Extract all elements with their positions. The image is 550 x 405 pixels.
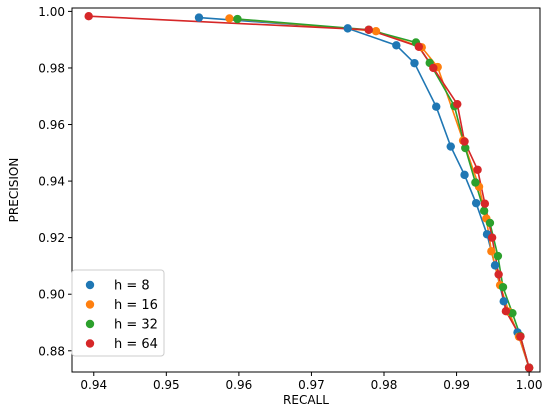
data-point [371, 26, 381, 36]
data-point [233, 14, 242, 24]
y-tick-label: 1.00 [38, 5, 65, 19]
data-point [225, 14, 234, 23]
series-points [84, 12, 534, 372]
data-point [429, 63, 438, 73]
data-point [524, 363, 534, 372]
x-tick-label: 0.99 [443, 378, 470, 392]
data-point [490, 261, 500, 270]
data-point [446, 142, 455, 151]
x-tick-label: 0.96 [226, 378, 253, 392]
data-point [414, 42, 424, 51]
data-point [471, 198, 481, 208]
legend: h = 8 h = 16 h = 32 h = 64 [71, 269, 165, 357]
data-point [493, 251, 503, 261]
data-point [84, 12, 93, 21]
y-tick-label: 0.90 [38, 288, 65, 302]
legend-label: h = 16 [114, 298, 158, 313]
x-tick-label: 0.94 [80, 378, 107, 392]
legend-marker [85, 339, 95, 348]
data-point [460, 137, 469, 146]
legend-marker [85, 319, 95, 329]
data-point [364, 25, 373, 34]
series-line [198, 16, 530, 369]
data-point [480, 199, 490, 208]
data-point [194, 13, 204, 22]
x-tick-label: 0.95 [153, 378, 180, 392]
data-point [479, 206, 489, 215]
plot-frame [71, 7, 541, 373]
y-tick-label: 0.92 [38, 231, 65, 245]
data-point [501, 306, 511, 316]
legend-marker [85, 280, 95, 290]
x-tick-label: 1.00 [516, 378, 543, 392]
data-point [508, 308, 517, 318]
legend-label: h = 64 [114, 337, 158, 352]
legend-box [71, 269, 165, 357]
y-tick-label: 0.94 [38, 175, 65, 189]
legend-label: h = 32 [114, 318, 158, 333]
data-point [485, 218, 495, 228]
data-point [343, 24, 352, 33]
data-point [471, 178, 480, 187]
y-axis-label: PRECISION [7, 158, 21, 223]
y-tick-label: 0.98 [38, 61, 65, 75]
data-point [487, 247, 496, 256]
data-point [473, 165, 482, 174]
series-line [229, 17, 530, 369]
data-point [460, 170, 469, 180]
data-point [499, 297, 508, 306]
y-axis: 0.88 0.90 0.92 0.94 0.96 0.98 1.00 [38, 5, 72, 358]
y-tick-label: 0.88 [38, 344, 65, 358]
data-point [432, 102, 441, 111]
x-axis: 0.94 0.95 0.96 0.97 0.98 0.99 1.00 [80, 372, 542, 392]
y-tick-label: 0.96 [38, 118, 65, 132]
data-point [392, 41, 401, 50]
data-point [487, 233, 497, 242]
data-point [453, 99, 462, 109]
legend-marker [85, 300, 95, 309]
data-point [498, 282, 508, 292]
data-point [516, 332, 525, 341]
data-point [494, 270, 503, 279]
data-point [461, 143, 470, 153]
x-axis-label: RECALL [283, 393, 329, 405]
legend-label: h = 8 [114, 279, 150, 294]
data-point [410, 58, 419, 68]
x-tick-label: 0.97 [298, 378, 325, 392]
x-tick-label: 0.98 [371, 378, 398, 392]
series-line [237, 18, 530, 369]
